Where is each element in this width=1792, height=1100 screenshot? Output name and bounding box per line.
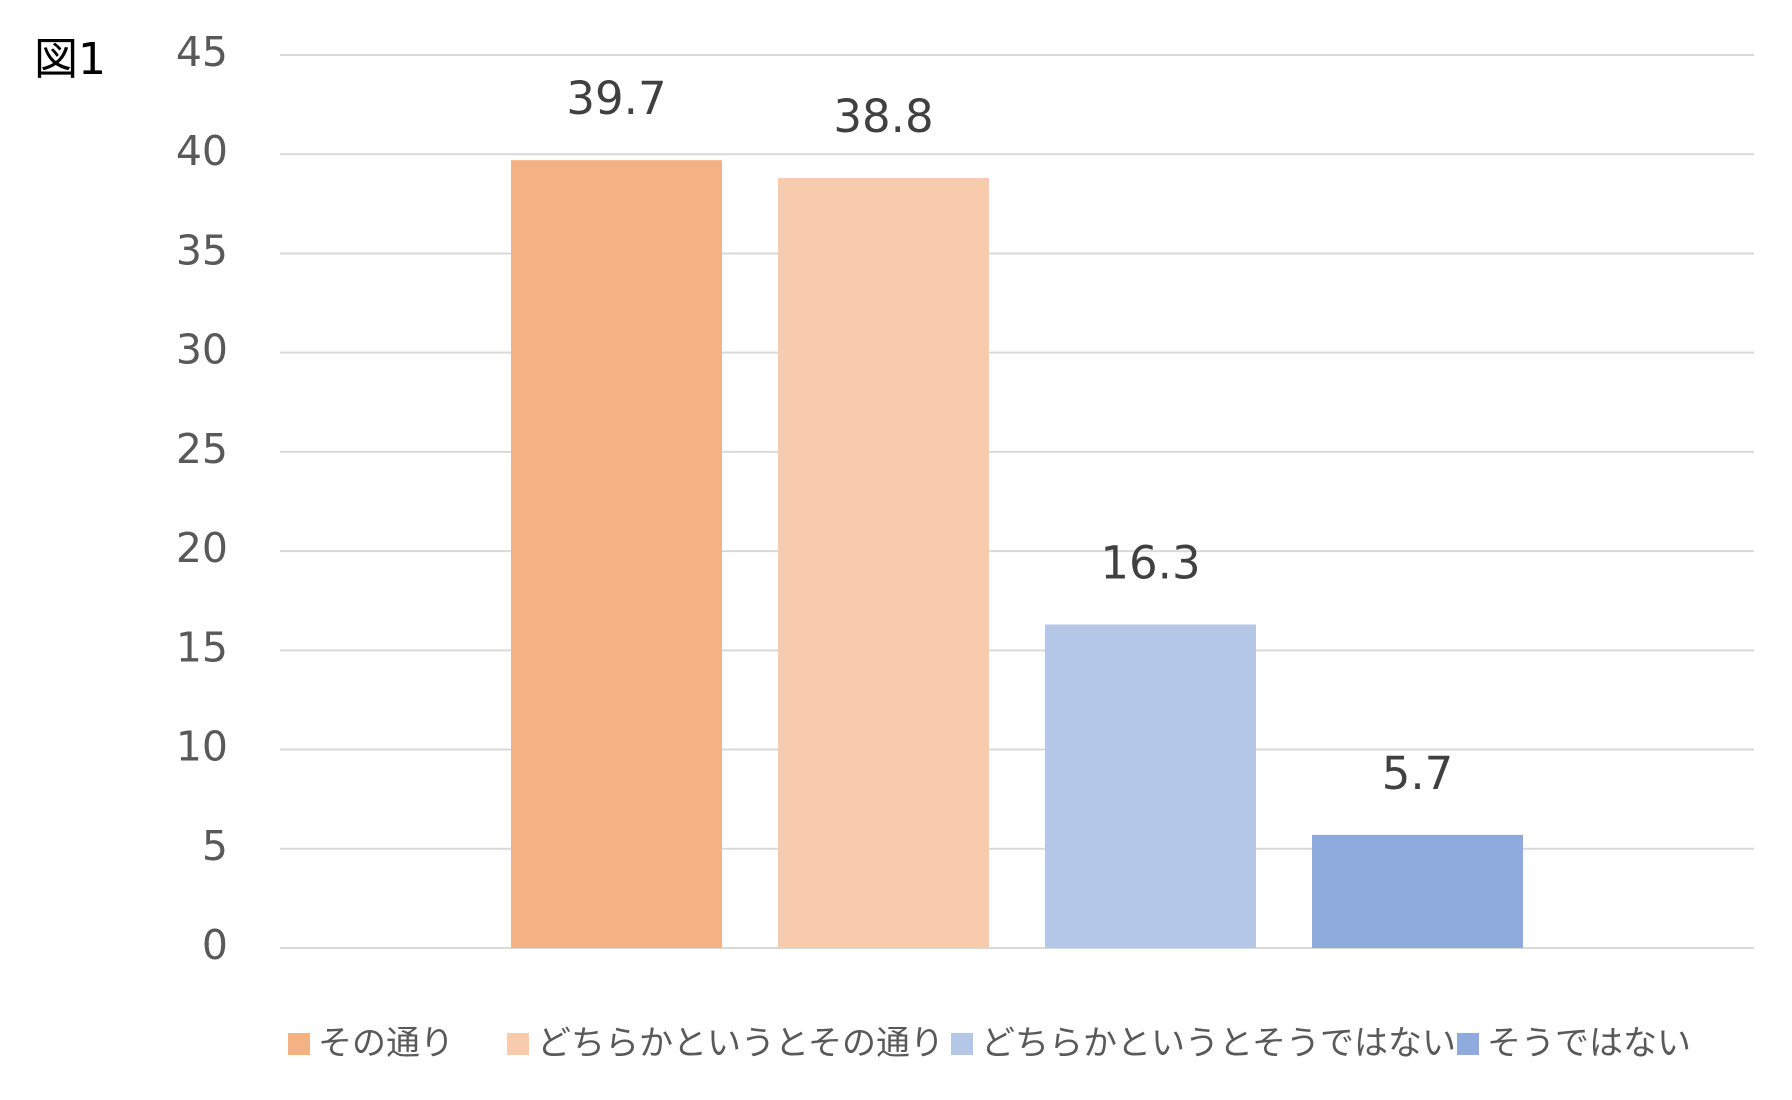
y-tick-label: 10 xyxy=(176,723,228,771)
legend-label: そうではない xyxy=(1487,1024,1691,1064)
legend-swatch xyxy=(288,1033,310,1055)
bar xyxy=(778,178,989,949)
y-tick-label: 5 xyxy=(202,822,228,870)
chart-title: 図1 xyxy=(34,34,106,85)
legend-label: どちらかというとその通り xyxy=(537,1024,944,1064)
y-tick-label: 20 xyxy=(176,524,228,572)
legend-swatch xyxy=(507,1033,529,1055)
y-tick-label: 35 xyxy=(176,226,228,274)
legend-swatch xyxy=(1457,1033,1479,1055)
legend-label: どちらかというとそうではない xyxy=(981,1024,1456,1064)
y-tick-label: 25 xyxy=(176,425,228,473)
value-label: 38.8 xyxy=(833,90,933,143)
y-tick-label: 30 xyxy=(176,326,228,374)
bar xyxy=(1312,834,1523,948)
y-tick-label: 0 xyxy=(202,921,228,969)
value-label: 39.7 xyxy=(566,72,666,125)
value-label: 16.3 xyxy=(1100,537,1200,590)
y-tick-label: 15 xyxy=(176,623,228,671)
value-label: 5.7 xyxy=(1382,747,1454,800)
legend-label: その通り xyxy=(318,1024,454,1064)
bar xyxy=(1045,624,1256,948)
y-tick-label: 45 xyxy=(176,28,228,76)
legend-swatch xyxy=(951,1033,973,1055)
bar xyxy=(511,160,722,949)
y-tick-label: 40 xyxy=(176,127,228,175)
